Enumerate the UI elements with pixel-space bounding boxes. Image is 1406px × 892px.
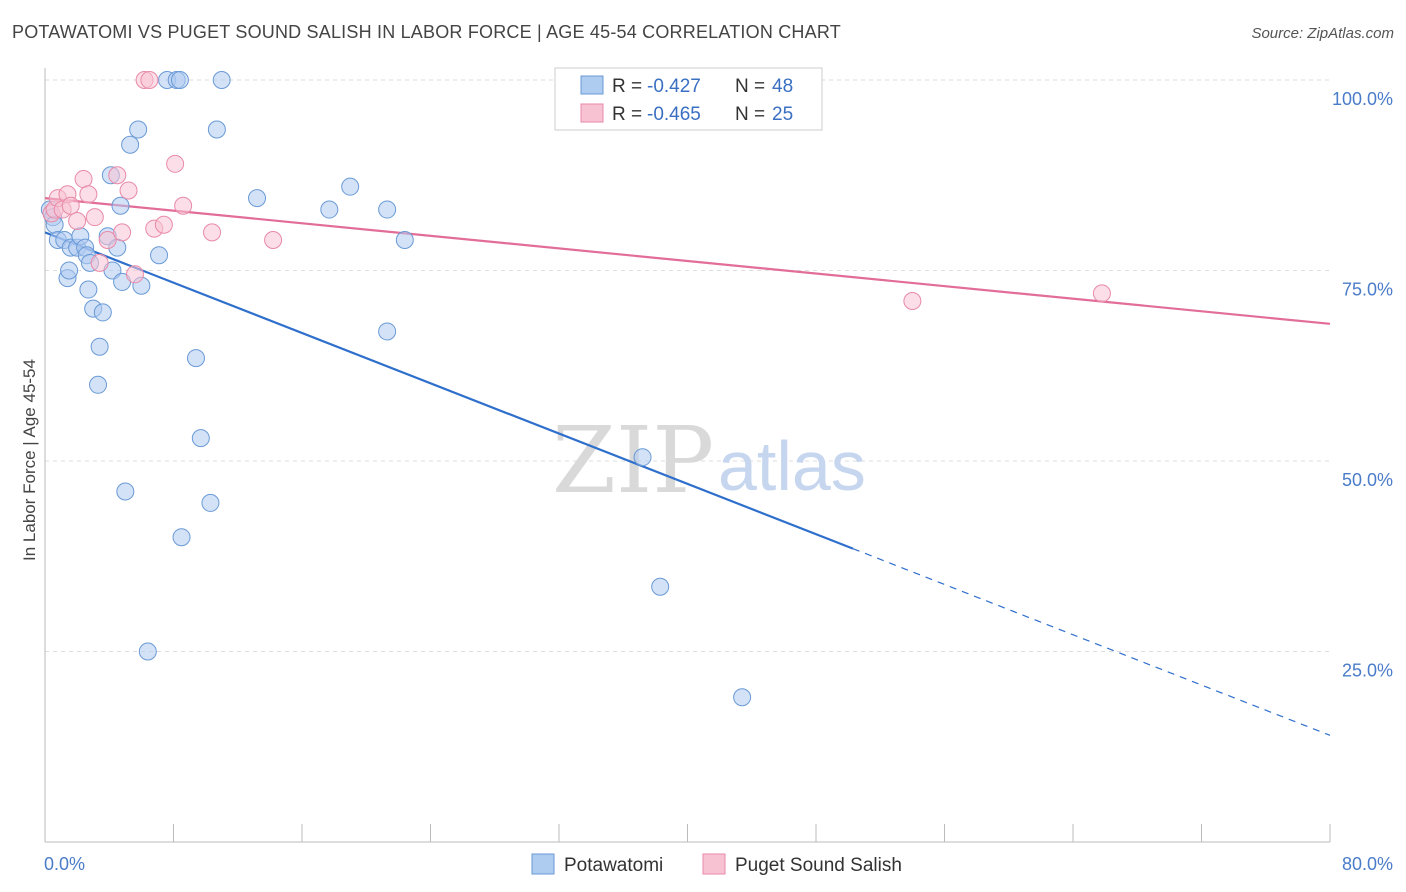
point-potawatomi — [212, 71, 231, 89]
point-puget-sound-salish — [1092, 284, 1111, 303]
point-potawatomi — [201, 493, 220, 512]
point-potawatomi — [93, 303, 112, 322]
point-potawatomi — [378, 200, 397, 219]
chart-title: POTAWATOMI VS PUGET SOUND SALISH IN LABO… — [12, 22, 841, 42]
stats-swatch-puget-sound-salish — [580, 103, 604, 123]
stats-r-label: R = — [612, 104, 642, 125]
legend-label-puget-sound-salish: Puget Sound Salish — [735, 855, 902, 876]
point-potawatomi — [320, 200, 339, 219]
point-potawatomi — [90, 337, 109, 356]
point-potawatomi — [186, 349, 205, 368]
point-puget-sound-salish — [74, 170, 93, 189]
point-puget-sound-salish — [90, 253, 109, 272]
point-puget-sound-salish — [98, 231, 117, 250]
source-label: Source: ZipAtlas.com — [1251, 25, 1394, 42]
point-puget-sound-salish — [85, 208, 104, 227]
point-puget-sound-salish — [166, 154, 185, 173]
stats-r-value: -0.465 — [647, 104, 701, 125]
point-potawatomi — [79, 280, 98, 299]
legend-swatch-puget-sound-salish — [702, 853, 726, 875]
point-potawatomi — [378, 322, 397, 341]
point-potawatomi — [191, 429, 210, 448]
point-potawatomi — [651, 577, 670, 596]
point-potawatomi — [633, 448, 652, 467]
point-potawatomi — [129, 120, 148, 139]
stats-n-label: N = — [735, 76, 765, 97]
trend-lines — [44, 197, 1331, 736]
point-potawatomi — [172, 528, 191, 547]
legend-swatch-potawatomi — [531, 853, 555, 875]
stats-r-label: R = — [612, 76, 642, 97]
point-potawatomi — [395, 231, 414, 250]
point-puget-sound-salish — [68, 211, 87, 230]
point-potawatomi — [89, 375, 108, 394]
stats-swatch-potawatomi — [580, 75, 604, 95]
watermark-zip: ZIP — [552, 407, 714, 514]
stats-r-value: -0.427 — [647, 76, 701, 97]
stats-n-value: 25 — [772, 104, 793, 125]
watermark: ZIP atlas — [552, 407, 866, 514]
data-points — [40, 71, 1111, 707]
point-potawatomi — [116, 482, 135, 501]
point-puget-sound-salish — [174, 196, 193, 215]
x-tick-label: 0.0% — [44, 854, 85, 874]
point-potawatomi — [207, 120, 226, 139]
point-puget-sound-salish — [61, 196, 80, 215]
point-puget-sound-salish — [264, 231, 283, 250]
point-potawatomi — [248, 189, 267, 208]
point-puget-sound-salish — [113, 223, 132, 242]
stats-legend: R = -0.427 N = 48 R = -0.465 N = 25 — [554, 67, 823, 131]
point-potawatomi — [121, 135, 140, 154]
y-tick-label: 75.0% — [1342, 280, 1393, 300]
point-puget-sound-salish — [903, 291, 922, 310]
x-tick-label: 80.0% — [1342, 854, 1393, 874]
gridlines — [45, 79, 1330, 652]
y-axis-label: In Labor Force | Age 45-54 — [20, 359, 39, 561]
watermark-atlas: atlas — [718, 427, 866, 505]
point-potawatomi — [150, 246, 169, 265]
point-potawatomi — [733, 688, 752, 707]
point-potawatomi — [341, 177, 360, 196]
point-potawatomi — [60, 261, 79, 280]
point-puget-sound-salish — [119, 181, 138, 200]
tick-labels: 100.0% 75.0% 50.0% 25.0% 0.0% 80.0% — [44, 89, 1393, 874]
trend-line-potawatomi — [44, 231, 854, 550]
point-puget-sound-salish — [203, 223, 222, 242]
point-puget-sound-salish — [140, 71, 159, 89]
point-potawatomi — [138, 642, 157, 661]
point-puget-sound-salish — [108, 166, 127, 185]
trend-line-potawatomi-extension — [852, 548, 1331, 736]
legend-label-potawatomi: Potawatomi — [564, 855, 663, 876]
trend-line-puget-sound-salish — [44, 197, 1331, 325]
y-tick-label: 25.0% — [1342, 661, 1393, 681]
y-tick-label: 100.0% — [1332, 89, 1393, 109]
series-legend: Potawatomi Puget Sound Salish — [531, 853, 902, 876]
stats-n-value: 48 — [772, 76, 793, 97]
point-puget-sound-salish — [125, 265, 144, 284]
point-puget-sound-salish — [154, 215, 173, 234]
axes — [44, 68, 1331, 843]
stats-n-label: N = — [735, 104, 765, 125]
point-puget-sound-salish — [79, 185, 98, 204]
point-potawatomi — [111, 196, 130, 215]
y-tick-label: 50.0% — [1342, 470, 1393, 490]
point-potawatomi — [170, 71, 189, 89]
